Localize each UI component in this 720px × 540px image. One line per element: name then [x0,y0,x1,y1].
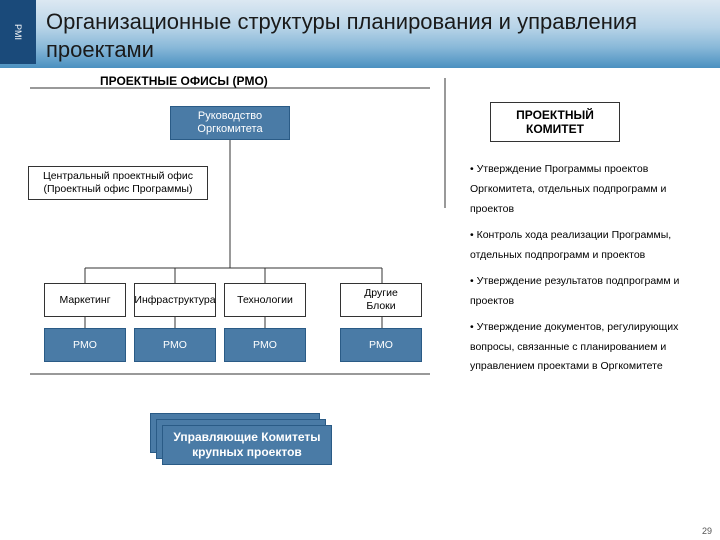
project-committee-box: ПРОЕКТНЫЙ КОМИТЕТ [490,102,620,142]
central-pmo-box: Центральный проектный офис (Проектный оф… [28,166,208,200]
slide-content: ПРОЕКТНЫЕ ОФИСЫ (PMO) Руководство Оргком… [0,68,720,540]
pmi-logo: PMI [0,0,36,64]
slide-title: Организационные структуры планирования и… [46,8,720,63]
committee-bullets: • Утверждение Программы проектов Оргкоми… [470,160,700,383]
bullet-item: • Утверждение результатов подпрограмм и … [470,272,700,312]
dept-box: Инфраструктура [134,283,216,317]
page-number: 29 [702,526,712,536]
dept-box: Маркетинг [44,283,126,317]
bullet-item: • Контроль хода реализации Программы, от… [470,226,700,266]
pmo-box: PMO [44,328,126,362]
dept-box: Технологии [224,283,306,317]
steering-committees-box: Управляющие Комитеты крупных проектов [162,425,332,465]
pmo-box: PMO [340,328,422,362]
pmo-box: PMO [224,328,306,362]
dept-box: Другие Блоки [340,283,422,317]
bullet-item: • Утверждение Программы проектов Оргкоми… [470,160,700,220]
pmo-section-label: ПРОЕКТНЫЕ ОФИСЫ (PMO) [100,74,268,88]
slide-header: PMI Организационные структуры планирован… [0,0,720,68]
bullet-item: • Утверждение документов, регулирующих в… [470,318,700,378]
pmo-box: PMO [134,328,216,362]
leadership-box: Руководство Оргкомитета [170,106,290,140]
